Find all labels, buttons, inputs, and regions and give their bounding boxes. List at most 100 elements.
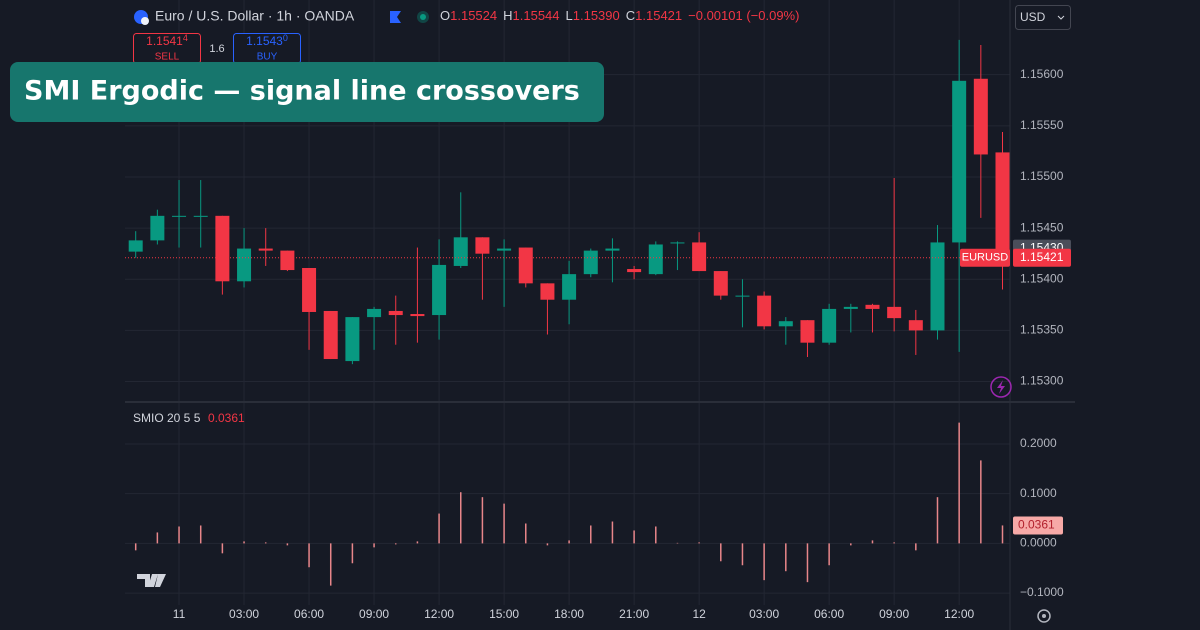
buy-pip: 0 — [283, 33, 288, 43]
buy-label: BUY — [257, 52, 278, 63]
candle-body — [150, 215, 165, 241]
histogram-bar — [416, 541, 419, 544]
candle-body — [280, 250, 295, 271]
histogram-bar — [525, 523, 527, 544]
histogram-bar — [394, 543, 397, 545]
settings-icon[interactable] — [1037, 609, 1051, 623]
candle-body — [648, 244, 663, 275]
histogram-bar — [178, 526, 180, 544]
candle-body — [258, 248, 273, 251]
histogram-bar — [633, 530, 635, 544]
histogram-bar — [590, 525, 592, 544]
symbol-tag-box — [960, 248, 1010, 267]
histogram-bar — [698, 542, 700, 544]
y-tick-label: 0.0000 — [1020, 536, 1057, 550]
histogram-bar — [221, 543, 224, 554]
indicator-title: SMIO 20 5 5 — [133, 411, 201, 425]
candle-body — [215, 215, 230, 282]
indicator-value-tag — [1013, 516, 1063, 535]
x-tick-label: 06:00 — [294, 607, 324, 621]
y-tick-label: 1.15400 — [1020, 271, 1064, 285]
candle-body — [887, 306, 902, 319]
banner-title: SMI Ergodic — signal line crossovers — [24, 76, 580, 107]
candle-body — [713, 271, 728, 296]
candle-body — [237, 248, 252, 282]
histogram-bar — [980, 460, 982, 544]
y-tick-label: 1.15350 — [1020, 323, 1064, 337]
ohlc-values: O1.15524 H1.15544 L1.15390 C1.15421 −0.00101… — [440, 8, 799, 23]
symbol-tag: EURUSD — [962, 252, 1009, 264]
histogram-bar — [243, 541, 245, 544]
candle-body — [323, 310, 338, 360]
histogram-bar — [741, 543, 744, 566]
y-tick-label: 1.15550 — [1020, 118, 1064, 132]
candle-body — [475, 237, 490, 254]
histogram-bar — [308, 543, 310, 568]
histogram-bar — [134, 543, 137, 551]
histogram-bar — [329, 543, 332, 586]
ohlc-label: H — [503, 8, 512, 23]
x-tick-label: 09:00 — [359, 607, 389, 621]
indicator-value: 0.0361 — [208, 411, 245, 425]
histogram-bar — [503, 503, 505, 544]
last-price-label: 1.15421 — [1020, 250, 1064, 264]
histogram-bar — [373, 543, 375, 548]
settings-icon — [1042, 614, 1046, 618]
x-tick-label: 12:00 — [424, 607, 454, 621]
ohlc-value: 1.15544 — [513, 8, 560, 23]
alert-icon — [997, 380, 1005, 394]
histogram-bar — [568, 540, 570, 544]
histogram-bar — [936, 497, 939, 544]
marks: 1.15300 1.15350 1.15400 1.15450 1.15500 1.155… — [125, 39, 1071, 621]
y-tick-label: 1.15450 — [1020, 220, 1064, 234]
histogram-bar — [958, 422, 960, 544]
currency-dropdown[interactable] — [1015, 5, 1071, 30]
histogram-bar — [438, 513, 440, 544]
buy-price: 1.15430 — [246, 33, 288, 48]
histogram-bar — [611, 521, 614, 544]
x-tick-label: 09:00 — [879, 607, 909, 621]
logo — [137, 574, 166, 587]
candle-body — [908, 320, 923, 331]
candle-body — [302, 268, 317, 312]
candle-body — [193, 215, 208, 217]
dropdown-caret — [1057, 15, 1065, 20]
ohlc-value: 1.15390 — [573, 8, 620, 23]
last-price-tag — [1013, 248, 1071, 267]
candle-body — [627, 269, 642, 273]
histogram-bar — [676, 542, 679, 544]
ohlc-change: −0.00101 (−0.09%) — [688, 8, 799, 23]
histogram-bar — [1001, 525, 1004, 544]
histogram-bar — [720, 543, 722, 562]
histogram-bar — [481, 497, 484, 544]
indicator-value-tag-label: 0.0361 — [1018, 518, 1055, 532]
banner — [10, 62, 604, 122]
buy-price: 1.1543 — [246, 34, 283, 48]
candle-body — [865, 304, 880, 309]
x-tick-label: 03:00 — [229, 607, 259, 621]
y-tick-label: 1.15500 — [1020, 169, 1064, 183]
y-tick-label: 0.1000 — [1020, 486, 1057, 500]
alert-icon[interactable] — [990, 376, 1012, 398]
x-tick-label: 06:00 — [814, 607, 844, 621]
candle-body — [497, 248, 512, 251]
ohlc-label: O — [440, 8, 450, 23]
candle-body — [822, 308, 837, 343]
ohlc-label: L — [566, 8, 573, 23]
y-tick-label: 0.2000 — [1020, 436, 1057, 450]
candle-body — [778, 321, 793, 327]
candle-body — [800, 320, 815, 343]
histogram-bar — [828, 543, 830, 566]
flag-icon[interactable] — [390, 11, 401, 23]
candle-body — [410, 314, 425, 317]
spread: 1.6 — [209, 43, 224, 55]
histogram-bar — [915, 543, 917, 551]
histogram-bar — [156, 532, 159, 544]
histogram-bar — [785, 543, 787, 572]
histogram-bar — [351, 543, 354, 564]
sell-pip: 4 — [183, 33, 188, 43]
y-tick-label: 1.15300 — [1020, 374, 1064, 388]
candle-body — [172, 215, 187, 217]
histogram-bar — [763, 543, 765, 581]
